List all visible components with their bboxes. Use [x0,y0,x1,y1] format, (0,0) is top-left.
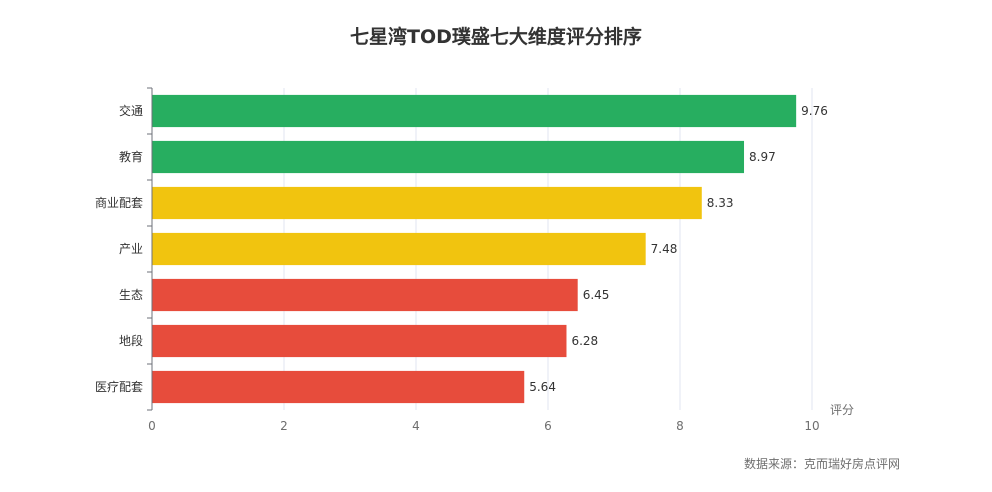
source-note: 数据来源：克而瑞好房点评网 [743,457,900,471]
value-label-3: 7.48 [651,242,678,256]
bar-5 [152,324,567,358]
category-label-0: 交通 [119,103,143,118]
bar-2 [152,186,702,220]
bar-3 [152,232,646,266]
x-tick-label-2: 4 [412,419,420,433]
x-tick-label-0: 0 [148,419,156,433]
bars: 9.76 8.97 8.33 7.48 6.45 6.28 5.64 [152,94,828,404]
bar-1 [152,140,745,174]
category-label-2: 商业配套 [95,195,143,210]
value-label-2: 8.33 [707,196,734,210]
x-axis-title: 评分 [830,403,854,417]
x-tick-label-3: 6 [544,419,552,433]
category-label-5: 地段 [119,333,143,348]
x-tick-label-1: 2 [280,419,288,433]
category-label-4: 生态 [119,288,143,302]
value-label-4: 6.45 [583,288,610,302]
x-tick-label-4: 8 [676,419,684,433]
value-label-5: 6.28 [571,334,598,348]
category-label-1: 教育 [119,149,143,164]
bar-6 [152,370,525,404]
bar-4 [152,278,578,312]
value-label-0: 9.76 [801,104,828,118]
bar-0 [152,94,797,128]
chart-title: 七星湾TOD璞盛七大维度评分排序 [350,26,642,48]
value-label-1: 8.97 [749,150,776,164]
x-tick-label-5: 10 [804,419,819,433]
category-label-3: 产业 [119,242,143,256]
value-label-6: 5.64 [529,380,556,394]
category-label-6: 医疗配套 [95,380,143,394]
